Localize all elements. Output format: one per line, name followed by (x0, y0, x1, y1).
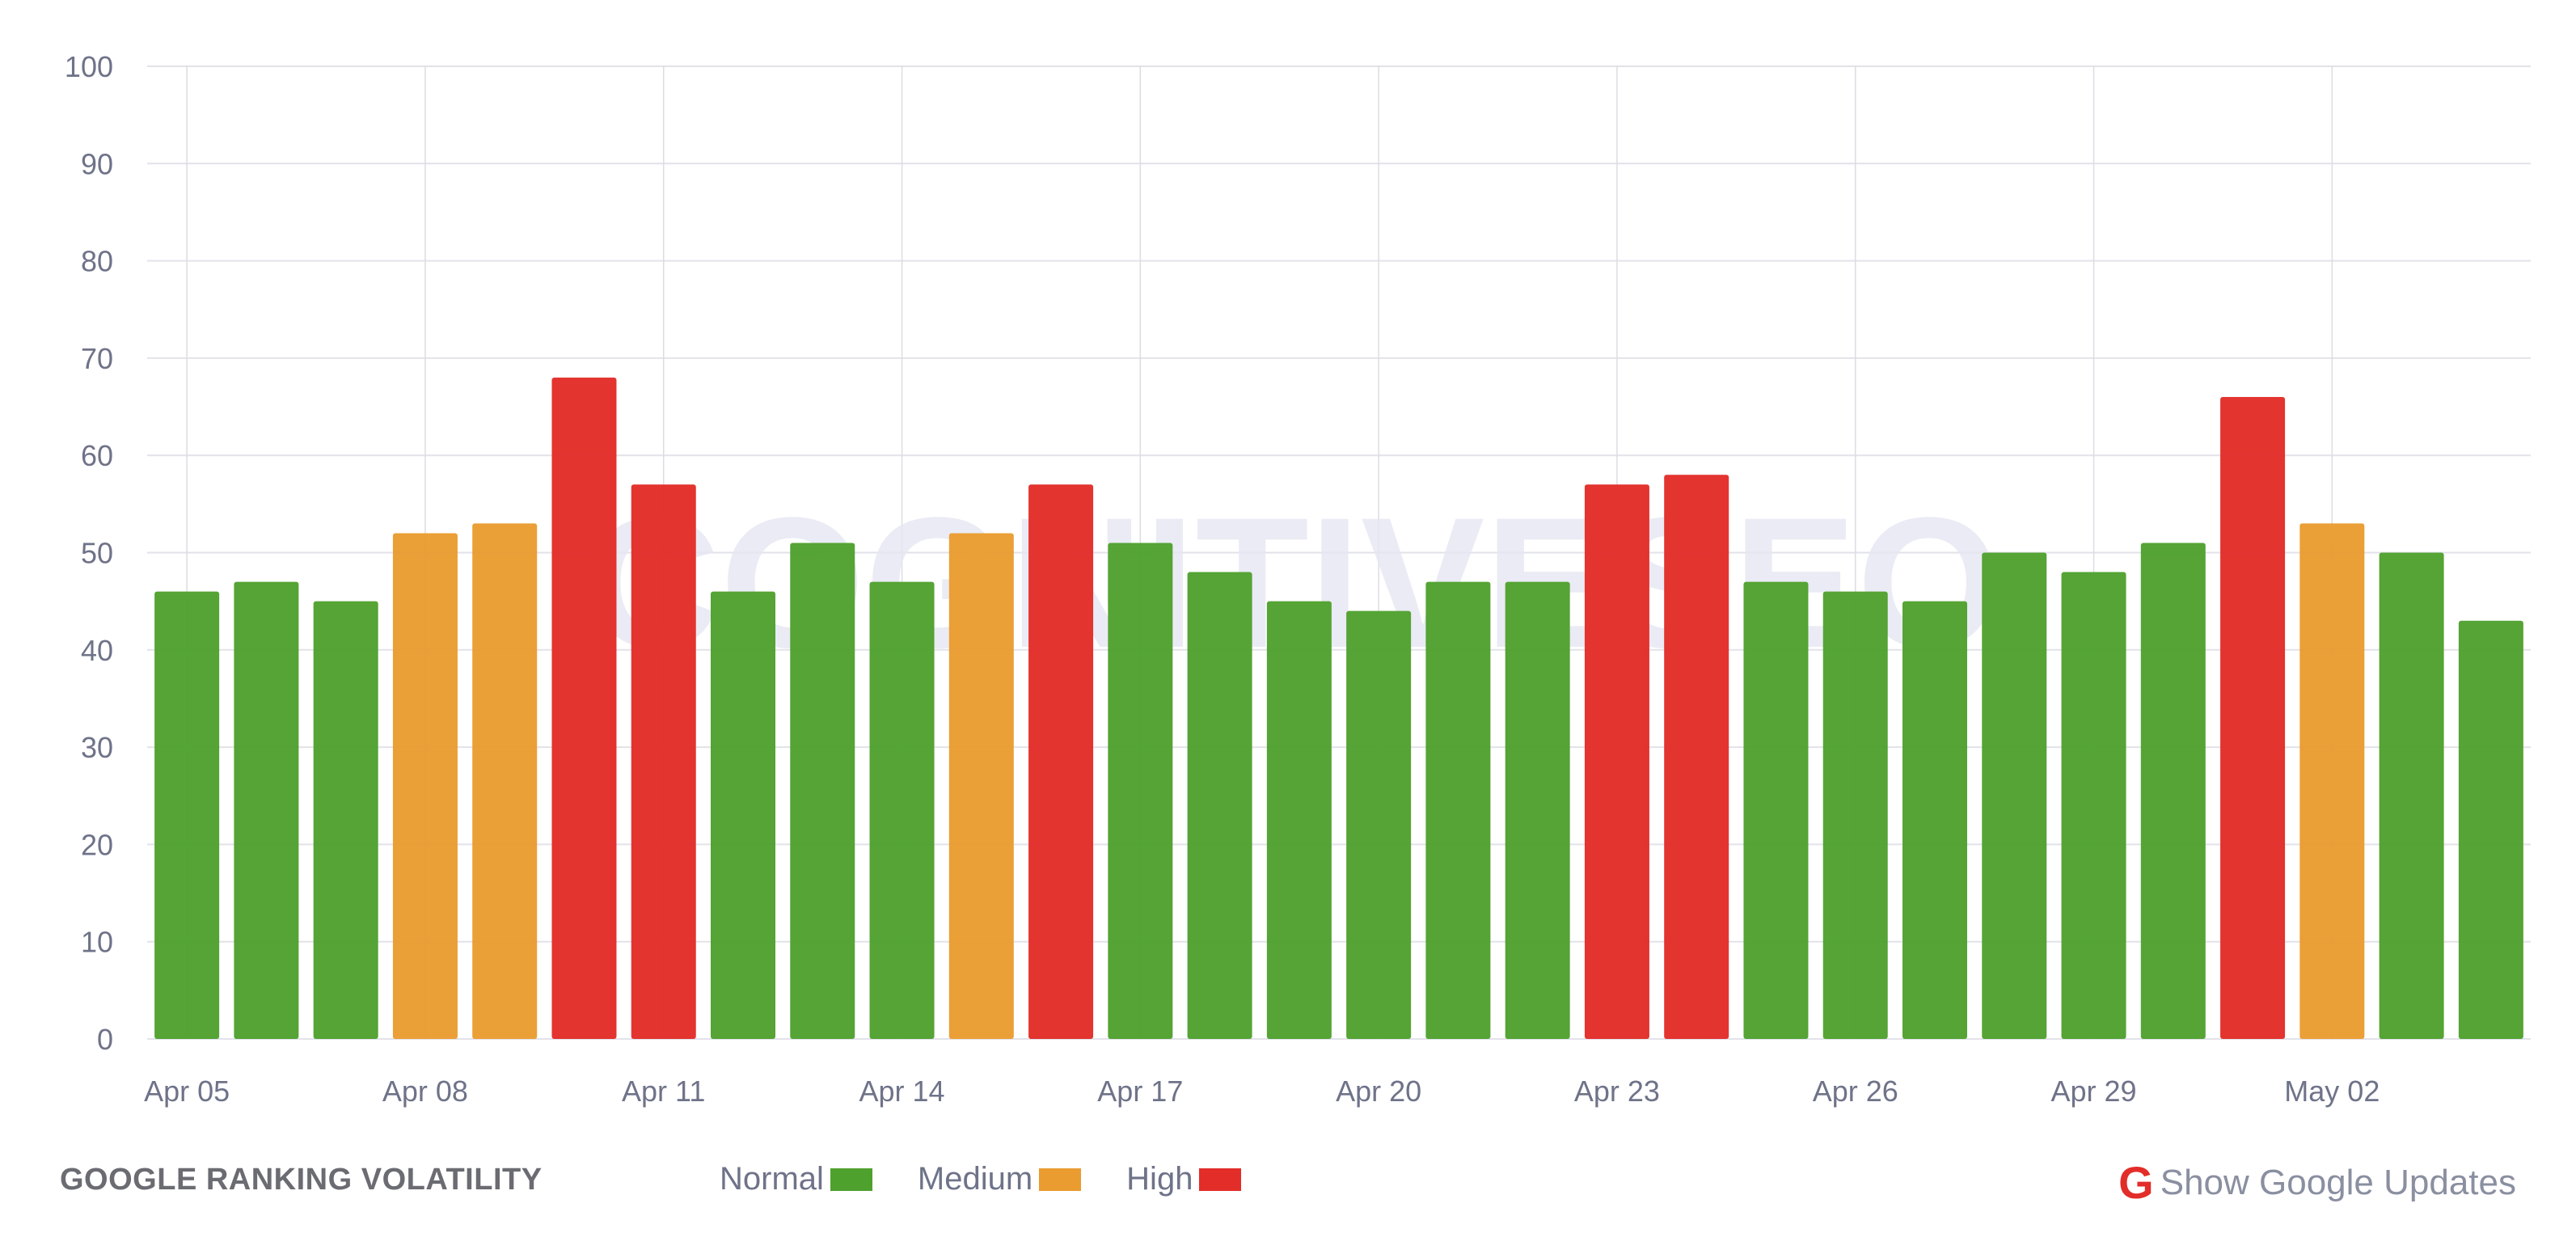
legend-swatch (1199, 1168, 1242, 1191)
bar-apr-07[interactable]: Apr 07: 45 (313, 601, 378, 1039)
bars: Apr 05: 46Apr 06: 47Apr 07: 45Apr 08: 52… (154, 377, 2523, 1040)
x-tick-label: May 02 (2284, 1075, 2380, 1108)
bar-apr-25[interactable]: Apr 25: 47 (1743, 581, 1809, 1039)
y-tick-label: 10 (81, 926, 113, 959)
x-tick-label: Apr 11 (622, 1075, 705, 1108)
x-tick-label: Apr 17 (1097, 1075, 1183, 1108)
y-tick-label: 100 (65, 50, 113, 83)
bar-apr-30[interactable]: Apr 30: 51 (2140, 543, 2206, 1039)
legend-medium[interactable]: Medium (917, 1161, 1082, 1197)
y-tick-label: 60 (81, 439, 113, 472)
x-axis: Apr 05 Apr 08 Apr 11 Apr 14 Apr 17 Apr 20 Apr … (144, 1075, 2380, 1108)
bar-apr-11[interactable]: Apr 11: 57 (631, 484, 696, 1039)
show-google-updates-button[interactable]: G Show Google Updates (2118, 1156, 2516, 1209)
x-tick-label: Apr 08 (382, 1075, 468, 1108)
bar-apr-12[interactable]: Apr 12: 46 (711, 591, 775, 1039)
legend-normal[interactable]: Normal (720, 1161, 872, 1197)
bar-apr-27[interactable]: Apr 27: 45 (1902, 601, 1967, 1039)
y-tick-label: 50 (81, 537, 113, 570)
bar-apr-28[interactable]: Apr 28: 50 (1982, 552, 2047, 1040)
legend-swatch (1039, 1168, 1082, 1191)
bar-apr-17[interactable]: Apr 17: 51 (1108, 543, 1173, 1039)
legend-swatch (830, 1168, 872, 1191)
legend: Normal Medium High (720, 1161, 1286, 1197)
google-g-icon: G (2118, 1157, 2154, 1208)
x-tick-label: Apr 26 (1813, 1075, 1898, 1108)
x-tick-label: Apr 05 (144, 1075, 230, 1108)
bar-may-04[interactable]: May 04: 43 (2458, 620, 2523, 1039)
chart-footer: GOOGLE RANKING VOLATILITY Normal Medium … (0, 1148, 2576, 1213)
y-tick-label: 40 (81, 634, 113, 667)
y-tick-label: 0 (97, 1023, 113, 1056)
bar-apr-21[interactable]: Apr 21: 47 (1425, 581, 1491, 1039)
bar-apr-06[interactable]: Apr 06: 47 (234, 581, 299, 1039)
legend-label: High (1126, 1161, 1193, 1197)
x-tick-label: Apr 14 (859, 1075, 944, 1108)
bar-apr-09[interactable]: Apr 09: 53 (472, 523, 538, 1039)
bar-may-01[interactable]: May 01: 66 (2220, 397, 2286, 1039)
bar-apr-19[interactable]: Apr 19: 45 (1266, 601, 1332, 1039)
bar-apr-23[interactable]: Apr 23: 57 (1584, 484, 1649, 1039)
legend-high[interactable]: High (1126, 1161, 1242, 1197)
x-tick-label: Apr 20 (1336, 1075, 1421, 1108)
y-tick-label: 30 (81, 731, 113, 764)
bar-apr-16[interactable]: Apr 16: 57 (1028, 484, 1094, 1039)
y-tick-label: 20 (81, 828, 113, 861)
y-tick-label: 80 (81, 245, 113, 278)
y-tick-label: 90 (81, 147, 113, 180)
y-axis: 0 10 20 30 40 50 60 70 80 90 100 (65, 50, 113, 1056)
bar-apr-20[interactable]: Apr 20: 44 (1346, 610, 1412, 1039)
bar-may-02[interactable]: May 02: 53 (2299, 523, 2365, 1039)
show-updates-label: Show Google Updates (2160, 1162, 2516, 1202)
chart-title: GOOGLE RANKING VOLATILITY (60, 1163, 543, 1197)
y-tick-label: 70 (81, 342, 113, 375)
bar-apr-15[interactable]: Apr 15: 52 (948, 533, 1014, 1039)
x-tick-label: Apr 29 (2050, 1075, 2136, 1108)
bar-apr-22[interactable]: Apr 22: 47 (1505, 581, 1570, 1039)
bar-apr-24[interactable]: Apr 24: 58 (1664, 475, 1729, 1039)
x-tick-label: Apr 23 (1574, 1075, 1660, 1108)
bar-apr-10[interactable]: Apr 10: 68 (551, 377, 617, 1040)
bar-may-03[interactable]: May 03: 50 (2379, 552, 2444, 1040)
bar-apr-18[interactable]: Apr 18: 48 (1187, 572, 1252, 1039)
bar-apr-13[interactable]: Apr 13: 51 (790, 543, 855, 1039)
legend-label: Medium (917, 1161, 1033, 1197)
bar-apr-08[interactable]: Apr 08: 52 (392, 533, 458, 1039)
volatility-bar-chart: COGNITIVESEO Apr 05: 46Apr 06: 47Apr 07:… (65, 50, 2531, 1108)
bar-apr-14[interactable]: Apr 14: 47 (869, 581, 935, 1039)
bar-apr-29[interactable]: Apr 29: 48 (2061, 572, 2126, 1039)
bar-apr-05[interactable]: Apr 05: 46 (154, 591, 220, 1039)
bar-apr-26[interactable]: Apr 26: 46 (1822, 591, 1888, 1039)
legend-label: Normal (720, 1161, 824, 1197)
